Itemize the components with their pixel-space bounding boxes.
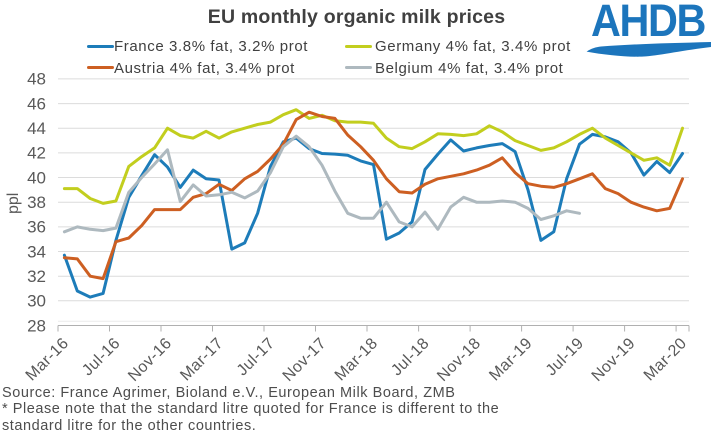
svg-text:44: 44 xyxy=(27,119,46,138)
svg-text:34: 34 xyxy=(27,242,46,261)
svg-text:Nov-16: Nov-16 xyxy=(125,335,175,385)
svg-text:46: 46 xyxy=(27,94,46,113)
svg-text:32: 32 xyxy=(27,267,46,286)
svg-text:Jul-16: Jul-16 xyxy=(79,335,124,380)
svg-text:Mar-18: Mar-18 xyxy=(332,335,382,385)
svg-text:Nov-19: Nov-19 xyxy=(589,335,639,385)
svg-text:48: 48 xyxy=(27,70,46,89)
svg-text:42: 42 xyxy=(27,144,46,163)
svg-text:Mar-17: Mar-17 xyxy=(177,335,227,385)
svg-text:Mar-20: Mar-20 xyxy=(641,335,691,385)
svg-text:Nov-18: Nov-18 xyxy=(434,335,484,385)
svg-text:Mar-19: Mar-19 xyxy=(486,335,536,385)
svg-text:Nov-17: Nov-17 xyxy=(280,335,330,385)
svg-text:40: 40 xyxy=(27,168,46,187)
svg-text:38: 38 xyxy=(27,193,46,212)
svg-text:Jul-19: Jul-19 xyxy=(543,335,588,380)
svg-text:ppl: ppl xyxy=(5,193,22,214)
svg-text:Jul-17: Jul-17 xyxy=(234,335,279,380)
svg-text:30: 30 xyxy=(27,292,46,311)
svg-text:28: 28 xyxy=(27,316,46,335)
svg-text:36: 36 xyxy=(27,218,46,237)
svg-text:Mar-16: Mar-16 xyxy=(23,335,73,385)
svg-text:Jul-18: Jul-18 xyxy=(388,335,433,380)
